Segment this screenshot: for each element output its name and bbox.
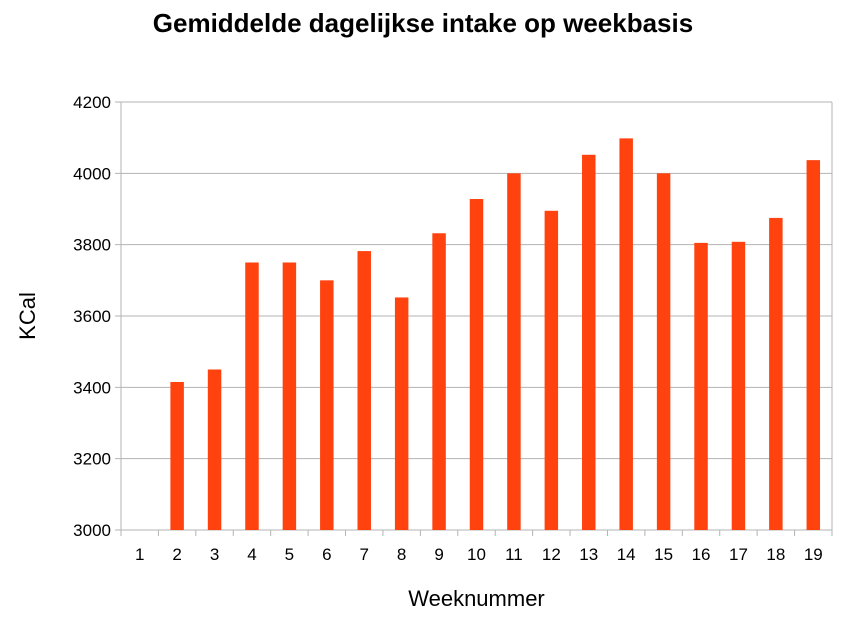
y-tick-label: 3000 [73, 521, 111, 540]
x-tick-label: 4 [247, 545, 256, 564]
bar [357, 251, 371, 530]
bar [170, 381, 184, 530]
x-tick-label: 17 [729, 545, 748, 564]
y-tick-label: 3200 [73, 450, 111, 469]
bar [806, 160, 821, 531]
y-tick-label: 4000 [73, 164, 111, 183]
x-tick-label: 16 [692, 545, 711, 564]
x-tick-label: 1 [135, 545, 144, 564]
x-tick-label: 14 [617, 545, 636, 564]
bar [320, 280, 334, 530]
x-tick-label: 3 [210, 545, 219, 564]
x-tick-label: 2 [172, 545, 181, 564]
x-tick-label: 18 [766, 545, 785, 564]
bar [207, 369, 222, 530]
y-tick-label: 4200 [73, 93, 111, 112]
x-tick-label: 9 [434, 545, 443, 564]
x-axis-label: Weeknummer [408, 586, 545, 611]
x-tick-label: 11 [505, 545, 523, 564]
bar [731, 241, 746, 530]
y-tick-label: 3800 [73, 236, 111, 255]
x-tick-label: 8 [397, 545, 406, 564]
bar [432, 233, 446, 530]
bar [469, 199, 484, 530]
x-tick-label: 7 [360, 545, 369, 564]
bar [245, 262, 259, 530]
bar [582, 154, 596, 530]
bar-layer [170, 138, 821, 531]
chart-title: Gemiddelde dagelijkse intake op weekbasi… [152, 8, 694, 38]
bar [544, 210, 559, 531]
x-tick-label: 15 [654, 545, 673, 564]
bar [507, 173, 521, 531]
x-tick-label: 13 [579, 545, 598, 564]
x-tick-label: 5 [285, 545, 294, 564]
bar [656, 173, 671, 531]
x-tick-label: 6 [322, 545, 331, 564]
bar [282, 262, 297, 530]
y-tick-label: 3600 [73, 307, 111, 326]
x-tick-label: 12 [542, 545, 561, 564]
bar [394, 297, 409, 530]
y-tick-label: 3400 [73, 378, 111, 397]
x-tick-label: 10 [467, 545, 486, 564]
bar [619, 138, 633, 530]
bar [694, 242, 708, 530]
bar [769, 217, 783, 530]
x-tick-label: 19 [804, 545, 823, 564]
